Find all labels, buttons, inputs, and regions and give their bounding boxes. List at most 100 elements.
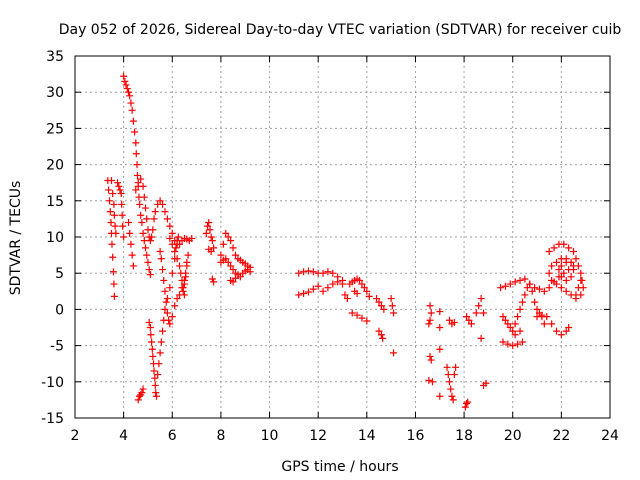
data-point <box>526 280 534 288</box>
data-point <box>125 88 132 96</box>
data-point <box>565 324 573 331</box>
data-point <box>380 305 388 313</box>
data-point <box>165 316 173 324</box>
x-tick-label: 6 <box>168 428 177 444</box>
data-point <box>545 284 553 292</box>
data-point <box>425 376 433 384</box>
data-point <box>523 284 531 292</box>
data-point <box>108 240 116 248</box>
data-point <box>116 186 124 194</box>
data-point <box>128 106 136 114</box>
data-point <box>148 233 156 241</box>
data-point <box>379 334 387 342</box>
data-point <box>531 298 539 306</box>
x-tick-label: 22 <box>552 428 570 444</box>
data-point <box>477 334 485 342</box>
data-point <box>443 363 451 371</box>
data-point <box>388 302 396 310</box>
data-point <box>168 269 176 277</box>
data-point <box>178 276 186 284</box>
data-point <box>166 234 174 242</box>
data-point <box>162 298 170 306</box>
data-point <box>314 282 322 290</box>
data-point <box>428 378 436 386</box>
data-point <box>511 320 519 328</box>
data-point <box>377 331 385 339</box>
data-point <box>140 193 148 201</box>
x-tick-label: 12 <box>309 428 327 444</box>
data-point <box>106 197 114 205</box>
data-point <box>447 385 455 393</box>
data-point <box>117 190 125 198</box>
data-point <box>521 275 529 283</box>
data-point <box>518 338 526 346</box>
data-point <box>295 269 303 277</box>
data-point <box>115 182 123 190</box>
data-point <box>548 276 556 284</box>
x-axis-label: GPS time / hours <box>281 459 398 475</box>
data-point <box>110 280 118 288</box>
data-point <box>562 287 570 295</box>
series-sat-e <box>125 219 137 270</box>
data-point <box>516 276 524 284</box>
data-point <box>511 331 519 339</box>
data-point <box>127 99 135 107</box>
data-point <box>174 233 182 241</box>
data-point <box>295 291 303 299</box>
data-point <box>182 273 190 281</box>
data-point <box>171 247 179 255</box>
data-point <box>207 233 215 241</box>
data-point <box>168 240 176 248</box>
data-point <box>120 72 128 80</box>
data-point <box>136 200 144 208</box>
data-point <box>550 244 558 252</box>
data-point <box>122 81 130 89</box>
data-point <box>222 229 230 237</box>
data-point <box>577 276 585 284</box>
y-tick-label: -5 <box>50 339 64 355</box>
data-point <box>353 311 361 319</box>
data-point <box>360 284 368 292</box>
data-point <box>570 266 578 274</box>
data-point <box>176 240 184 248</box>
data-point <box>548 320 556 328</box>
data-point <box>159 200 167 208</box>
data-point <box>448 392 456 400</box>
series-sat-b <box>107 177 120 237</box>
data-point <box>555 266 563 274</box>
data-point <box>375 298 383 306</box>
data-point <box>334 278 342 286</box>
data-point <box>160 276 168 284</box>
y-tick-label: 0 <box>55 302 64 318</box>
data-point <box>531 284 539 292</box>
chart-title: Day 052 of 2026, Sidereal Day-to-day VTE… <box>59 22 622 38</box>
data-point <box>339 280 346 288</box>
series-sat-c <box>114 179 128 241</box>
data-point <box>390 349 398 357</box>
data-point <box>553 258 560 266</box>
data-point <box>110 211 118 219</box>
data-point <box>509 342 517 350</box>
data-point <box>142 204 150 212</box>
data-point <box>149 226 157 234</box>
data-point <box>172 244 180 252</box>
data-point <box>159 266 167 274</box>
data-point <box>150 367 158 375</box>
data-point <box>463 400 471 408</box>
data-point <box>533 305 541 313</box>
data-point <box>210 244 218 252</box>
data-point <box>121 77 129 85</box>
data-point <box>183 262 191 270</box>
data-point <box>168 229 176 237</box>
data-point <box>176 262 184 270</box>
data-point <box>143 215 151 223</box>
data-point <box>112 229 120 237</box>
data-point <box>353 289 361 297</box>
data-point <box>132 150 140 158</box>
data-point <box>166 222 174 230</box>
data-point <box>356 276 364 284</box>
data-point <box>501 316 509 324</box>
data-point <box>202 229 210 237</box>
data-point <box>446 316 453 324</box>
